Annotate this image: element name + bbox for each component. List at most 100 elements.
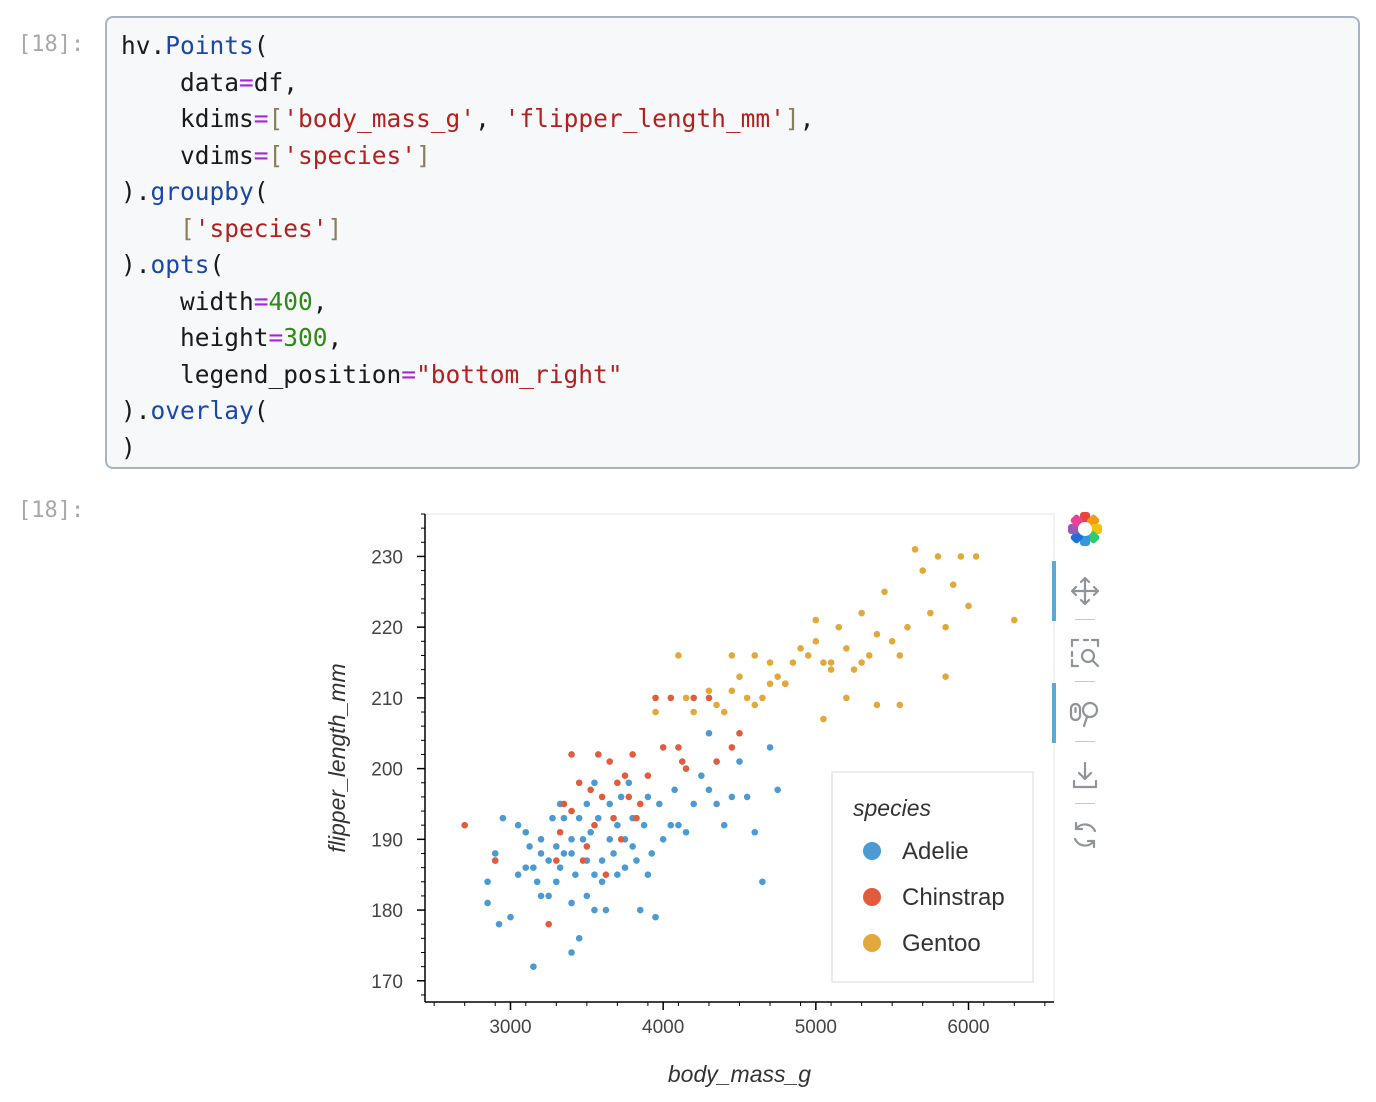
data-point-adelie xyxy=(568,949,575,956)
data-point-adelie xyxy=(583,892,591,900)
code-token: , xyxy=(475,104,505,133)
x-axis-label: body_mass_g xyxy=(668,1061,811,1087)
wheel-zoom-tool-icon[interactable] xyxy=(1067,695,1103,731)
code-text[interactable]: hv.Points( data=df, kdims=['body_mass_g'… xyxy=(121,28,814,466)
data-point-adelie xyxy=(575,814,583,822)
legend-label-gentoo: Gentoo xyxy=(902,930,981,957)
code-token: overlay xyxy=(150,396,254,425)
data-point-gentoo xyxy=(759,694,766,702)
data-point-adelie xyxy=(499,814,507,822)
toolbar-separator xyxy=(1075,803,1095,804)
code-token: opts xyxy=(150,250,210,279)
legend-swatch-chinstrap xyxy=(863,888,881,906)
data-point-gentoo xyxy=(820,659,827,666)
plot-toolbar[interactable] xyxy=(1052,505,1115,865)
data-point-adelie xyxy=(598,857,606,864)
data-point-gentoo xyxy=(797,645,804,652)
code-token: ] xyxy=(416,140,431,170)
data-point-adelie xyxy=(640,821,648,829)
data-point-chinstrap xyxy=(568,807,575,815)
data-point-chinstrap xyxy=(644,772,652,779)
data-point-chinstrap xyxy=(652,694,659,702)
data-point-chinstrap xyxy=(614,779,621,787)
data-point-chinstrap xyxy=(606,758,614,765)
save-tool-icon[interactable] xyxy=(1067,757,1103,793)
data-point-chinstrap xyxy=(659,744,667,751)
plot-points xyxy=(461,546,1018,970)
data-point-gentoo xyxy=(820,715,827,723)
data-point-adelie xyxy=(484,899,491,907)
data-point-gentoo xyxy=(919,567,927,574)
code-token: , xyxy=(327,323,343,352)
pan-tool-icon[interactable] xyxy=(1067,573,1103,609)
data-point-adelie xyxy=(591,871,598,878)
code-token: ( xyxy=(209,250,225,279)
data-point-chinstrap xyxy=(728,744,736,751)
scatter-plot[interactable]: 3000 4000 5000 6000 170 180 190 200 210 220 230 bod… xyxy=(300,500,1060,1095)
data-point-chinstrap xyxy=(690,694,697,702)
data-point-gentoo xyxy=(675,652,682,659)
data-point-adelie xyxy=(560,814,568,822)
data-point-chinstrap xyxy=(629,751,636,758)
reset-tool-icon[interactable] xyxy=(1067,817,1103,853)
data-point-chinstrap xyxy=(675,744,682,751)
data-point-adelie xyxy=(549,814,556,822)
data-point-adelie xyxy=(514,871,522,878)
data-point-gentoo xyxy=(751,652,759,659)
legend-label-adelie: Adelie xyxy=(902,838,969,865)
data-point-adelie xyxy=(720,821,728,829)
data-point-chinstrap xyxy=(682,765,690,772)
code-token: 'species' xyxy=(194,213,328,243)
data-point-gentoo xyxy=(843,694,850,702)
code-token: vdims xyxy=(121,140,254,170)
data-point-adelie xyxy=(682,828,690,836)
data-point-gentoo xyxy=(812,638,820,645)
data-point-gentoo xyxy=(873,630,881,638)
code-token: df, xyxy=(253,67,299,97)
data-point-adelie xyxy=(491,850,499,857)
data-point-gentoo xyxy=(736,673,743,680)
data-point-gentoo xyxy=(942,673,949,680)
legend-label-chinstrap: Chinstrap xyxy=(902,884,1005,911)
data-point-gentoo xyxy=(804,652,812,659)
data-point-gentoo xyxy=(789,659,797,666)
bokeh-logo-icon[interactable] xyxy=(1067,511,1103,547)
code-token: = xyxy=(253,140,269,170)
data-point-chinstrap xyxy=(579,857,587,864)
data-point-chinstrap xyxy=(617,836,625,843)
data-point-adelie xyxy=(537,836,545,843)
data-point-adelie xyxy=(644,871,652,878)
data-point-adelie xyxy=(530,864,537,871)
data-point-adelie xyxy=(766,744,774,751)
data-point-chinstrap xyxy=(594,751,602,758)
data-point-adelie xyxy=(610,850,617,857)
code-token: 400 xyxy=(268,286,313,316)
legend-swatch-gentoo xyxy=(863,934,881,952)
data-point-chinstrap xyxy=(556,828,564,836)
code-cell-editor[interactable]: hv.Points( data=df, kdims=['body_mass_g'… xyxy=(105,16,1360,469)
y-tick-label: 180 xyxy=(371,901,403,922)
data-point-adelie xyxy=(667,821,675,829)
data-point-chinstrap xyxy=(602,871,610,878)
data-point-gentoo xyxy=(720,708,728,716)
data-point-chinstrap xyxy=(461,821,468,829)
data-point-gentoo xyxy=(865,652,873,659)
data-point-chinstrap xyxy=(636,800,644,808)
y-tick-label: 170 xyxy=(371,972,403,993)
data-point-gentoo xyxy=(904,623,911,631)
data-point-gentoo xyxy=(766,680,774,688)
code-token: = xyxy=(239,67,254,97)
data-point-adelie xyxy=(774,786,781,794)
plot-legend[interactable]: species Adelie Chinstrap Gentoo xyxy=(831,771,1034,983)
data-point-gentoo xyxy=(705,687,713,695)
box-zoom-tool-icon[interactable] xyxy=(1067,635,1103,671)
data-point-chinstrap xyxy=(713,758,720,765)
code-token: hv. xyxy=(121,31,166,60)
data-point-gentoo xyxy=(827,666,835,673)
code-token: ] xyxy=(784,104,800,133)
data-point-adelie xyxy=(614,821,621,829)
code-token xyxy=(121,214,180,243)
data-point-adelie xyxy=(736,758,743,765)
toolbar-separator xyxy=(1075,619,1095,620)
code-token: 'species' xyxy=(283,140,417,170)
